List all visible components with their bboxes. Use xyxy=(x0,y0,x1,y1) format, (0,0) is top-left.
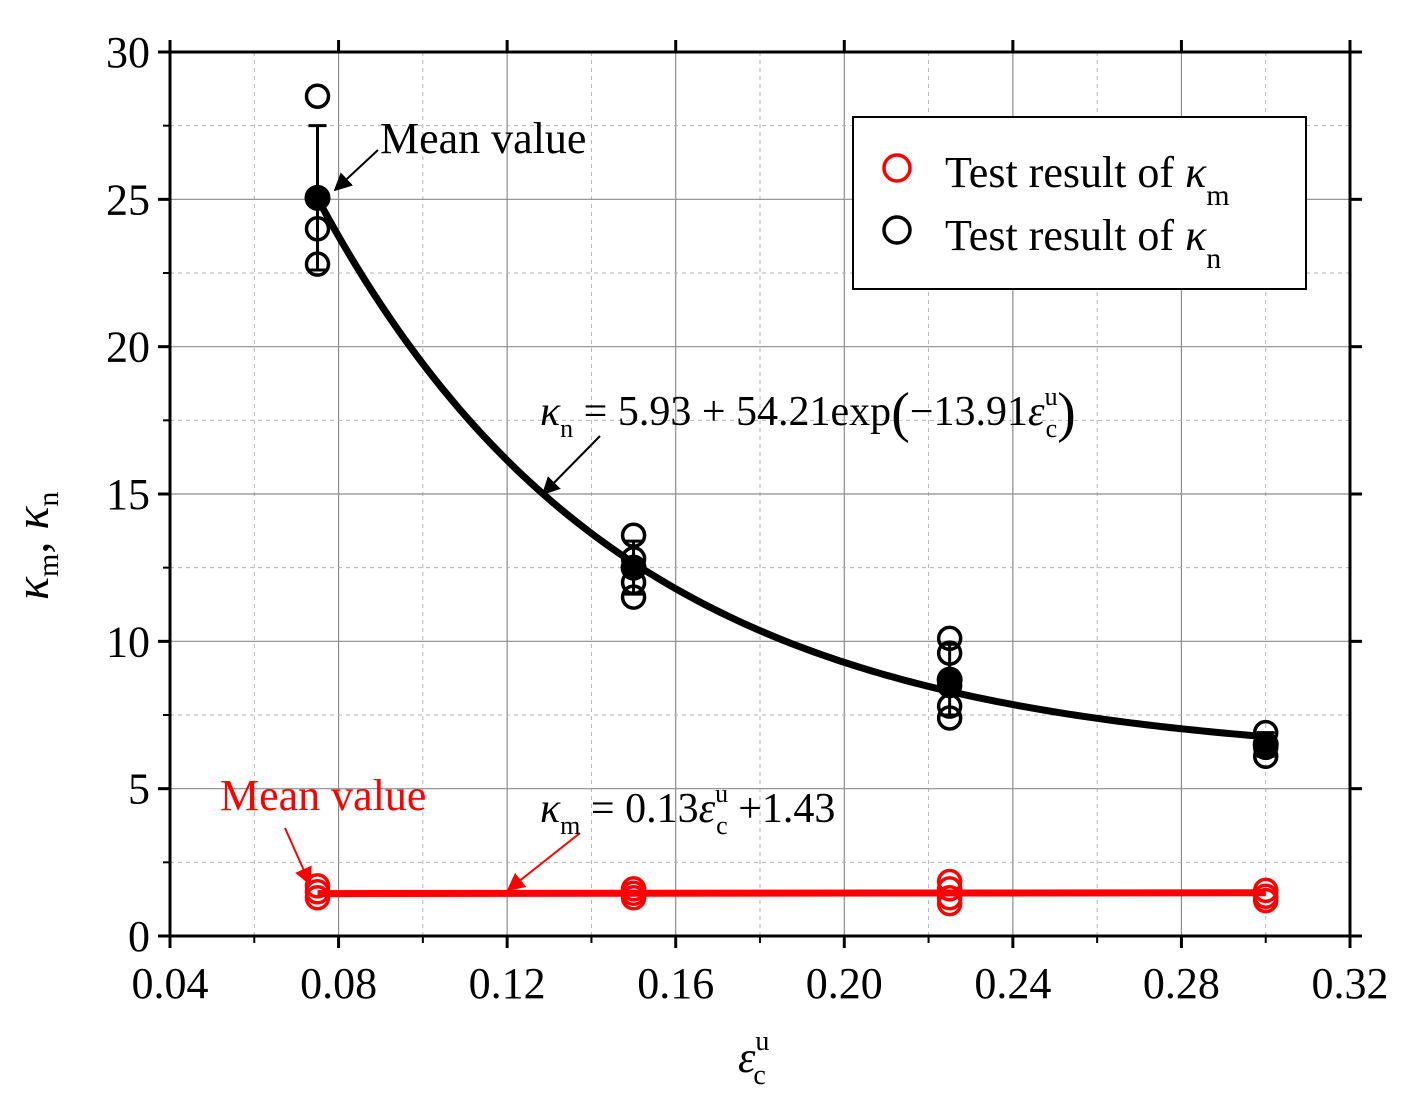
y-tick-label: 30 xyxy=(106,28,150,77)
axis-ticks: 0.04 0.08 0.12 0.16 0.20 0.24 0.28 0.32 0 5 10 15 20… xyxy=(106,28,1389,1008)
data-points xyxy=(304,83,1279,917)
mean-value-label-red: Mean value xyxy=(220,771,426,820)
fit-curve-kn xyxy=(314,196,1266,741)
mean-value-label-black: Mean value xyxy=(380,114,586,163)
x-tick-label: 0.04 xyxy=(132,959,209,1008)
fit-curves xyxy=(314,196,1266,898)
x-tick-label: 0.12 xyxy=(469,959,546,1008)
x-tick-label: 0.08 xyxy=(300,959,377,1008)
mean-point xyxy=(1252,731,1279,758)
y-tick-label: 5 xyxy=(128,765,150,814)
x-tick-label: 0.32 xyxy=(1312,959,1389,1008)
x-tick-label: 0.20 xyxy=(806,959,883,1008)
annotation-mean-red: Mean value xyxy=(220,771,426,886)
legend: Test result of κm Test result of κn xyxy=(852,116,1307,290)
annotation-mean-black: Mean value xyxy=(333,114,586,192)
y-tick-label: 20 xyxy=(106,323,150,372)
data-point-km xyxy=(1252,887,1279,914)
data-point-km xyxy=(936,890,963,917)
x-tick-label: 0.24 xyxy=(974,959,1051,1008)
x-axis-label: εu c xyxy=(738,1026,769,1091)
mean-point xyxy=(304,184,331,211)
arrow-eq-km xyxy=(506,832,581,892)
equation-kn-text: κn = 5.93 + 54.21exp(−13.91εu c) xyxy=(540,382,1076,444)
mean-point xyxy=(620,554,647,581)
y-tick-label: 25 xyxy=(106,175,150,224)
legend-label-km: Test result of κm xyxy=(945,148,1230,212)
legend-label-kn: Test result of κn xyxy=(945,211,1221,275)
legend-marker-km xyxy=(882,153,912,183)
equation-km: κm = 0.13εu c +1.43 xyxy=(506,779,835,892)
y-axis-label: κm, κn xyxy=(6,492,65,600)
data-point-km xyxy=(620,884,647,911)
x-tick-label: 0.16 xyxy=(637,959,714,1008)
data-point-kn xyxy=(304,83,331,109)
y-tick-label: 0 xyxy=(128,912,150,961)
y-tick-label: 10 xyxy=(106,617,150,666)
data-point-km xyxy=(936,876,963,902)
arrow-eq-kn xyxy=(541,435,601,496)
data-point-km xyxy=(304,884,331,911)
equation-km-text: κm = 0.13εu c +1.43 xyxy=(540,779,835,840)
fit-line-km xyxy=(317,889,1266,898)
mean-point xyxy=(936,666,963,693)
equation-kn: κn = 5.93 + 54.21exp(−13.91εu c) xyxy=(540,382,1076,496)
x-tick-label: 0.28 xyxy=(1143,959,1220,1008)
y-tick-label: 15 xyxy=(106,470,150,519)
arrow-mean-red xyxy=(284,827,312,886)
arrow-mean-black xyxy=(333,149,379,192)
legend-box xyxy=(852,116,1307,290)
legend-marker-kn xyxy=(882,215,912,245)
